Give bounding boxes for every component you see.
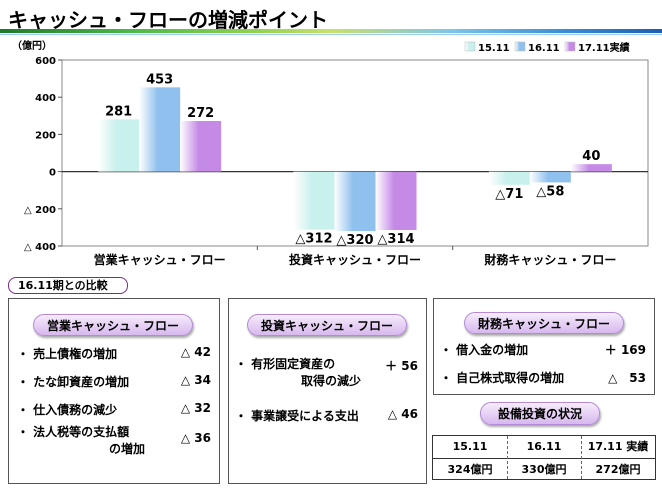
bar [139,87,181,172]
data-label: △71 [495,187,523,202]
bar [570,164,612,172]
capex-header-17-11: 17.11 実績 [587,440,649,453]
comparison-label: 16.11期との比較 [8,277,128,294]
financing-cf-panel: 財務キャッシュ・フロー ・ 借入金の増加 ＋ 169 ・ 自己株式取得の増加 △… [433,298,655,395]
data-label: 272 [187,106,214,121]
item-value: △ 36 [180,431,211,445]
y-axis-unit-label: （億円） [12,39,52,52]
item-label-cont: 取得の減少 [301,374,362,388]
bar [98,119,140,172]
legend-label: 17.11実績 [578,41,630,54]
financing-cf-panel-title: 財務キャッシュ・フロー [464,312,624,334]
bar [529,171,571,183]
investing-cf-panel-title: 投資キャッシュ・フロー [247,314,407,336]
capex-header-16-11: 16.11 [526,440,562,453]
legend-label: 16.11 [528,43,560,54]
category-label: 財務キャッシュ・フロー [483,252,616,267]
item-label: ・ 自己株式取得の増加 [440,371,565,385]
capex-header-15-11: 15.11 [452,440,488,453]
bar [180,121,222,172]
item-label: ・ 借入金の増加 [440,343,529,357]
title-underline-thin [0,34,662,35]
item-label: ・ 売上債権の増加 [17,347,118,361]
item-label: ・ 有形固定資産の [235,357,336,371]
item-value: △ 46 [387,407,418,421]
data-label: 453 [146,72,173,87]
item-value: △ 53 [608,371,646,385]
data-label: △314 [377,232,414,247]
operating-cf-panel: 営業キャッシュ・フロー ・ 売上債権の増加 △ 42 ・ たな卸資産の増加 △ … [8,298,220,484]
cash-flow-bar-chart: （億円） 600 400 200 0 △ 200 △ 400 281 453 272 営業キャッシュ… [12,39,649,267]
item-label: ・ 仕入債務の減少 [17,403,118,417]
plot-area-border [61,59,649,247]
data-label: 40 [582,149,600,164]
data-label: 281 [105,104,132,119]
item-value: ＋ 169 [604,343,646,357]
bar [293,171,335,230]
y-tick-label: 400 [35,93,56,104]
item-label: ・ 法人税等の支払額 [17,425,130,439]
investing-item-fixed-assets: ・ 有形固定資産の 取得の減少 ＋ 56 [235,355,420,389]
page-title: キャッシュ・フローの増減ポイント [8,8,328,32]
capex-title: 設備投資の状況 [480,402,600,425]
capex-col-divider [507,436,508,479]
operating-cf-panel-title: 営業キャッシュ・フロー [33,314,193,336]
y-tick-label: △ 400 [24,242,56,253]
item-value: △ 42 [180,345,211,359]
bar [334,171,376,232]
item-value: △ 34 [180,373,211,387]
legend-swatch [514,41,526,52]
capex-table: 15.11 16.11 17.11 実績 324億円 330億円 272億円 [432,435,656,480]
capex-value-16-11: 330億円 [521,463,567,476]
capex-divider [433,458,655,459]
title-underline [0,29,662,33]
capex-col-divider [581,436,582,479]
y-tick-label: 600 [35,56,56,67]
data-label: △320 [336,233,373,248]
legend-swatch [564,41,576,52]
item-value: △ 32 [180,401,211,415]
item-value: ＋ 56 [385,359,418,373]
y-tick-label: 0 [49,168,56,179]
category-label: 営業キャッシュ・フロー [94,252,226,267]
bar [488,171,530,185]
investing-cf-panel: 投資キャッシュ・フロー ・ 有形固定資産の 取得の減少 ＋ 56 ・ 事業譲受に… [228,298,427,484]
data-label: △312 [295,232,332,247]
capex-value-17-11: 272億円 [595,463,641,476]
legend-label: 15.11 [478,43,510,54]
bar [375,171,417,231]
item-label: ・ たな卸資産の増加 [17,375,130,389]
operating-item-taxes: ・ 法人税等の支払額 の増加 △ 36 [17,423,213,457]
item-label: ・ 事業譲受による支出 [235,409,359,423]
legend-swatch [464,41,476,52]
y-tick-label: △ 200 [24,205,56,216]
item-label-cont: の増加 [109,442,146,456]
category-label: 投資キャッシュ・フロー [289,252,421,267]
y-tick-label: 200 [35,130,56,141]
capex-value-15-11: 324億円 [447,463,493,476]
data-label: △58 [536,184,564,199]
